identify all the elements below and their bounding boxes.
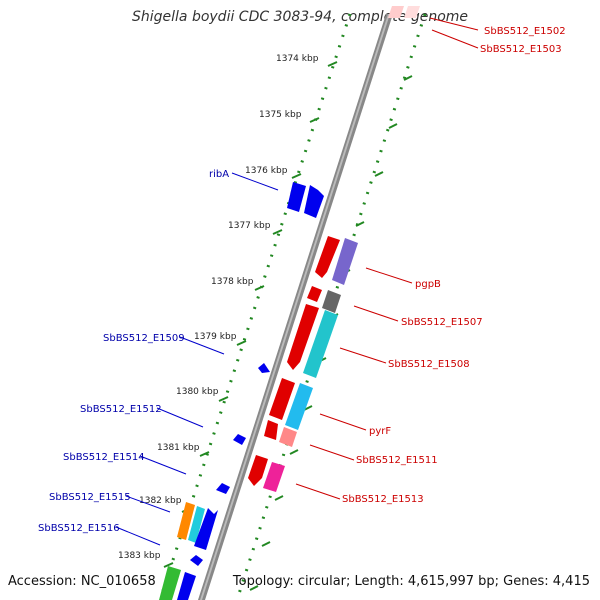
tick-label: 1382 kbp bbox=[139, 496, 182, 506]
tick-label: 1380 kbp bbox=[176, 387, 219, 397]
gene-feature-e1503 bbox=[404, 6, 420, 18]
gene-feature-e1509 bbox=[258, 363, 270, 373]
tick-label: 1378 kbp bbox=[211, 277, 254, 287]
gene-label: SbBS512_E1502 bbox=[484, 26, 566, 37]
topology-label: Topology: circular; Length: 4,615,997 bp… bbox=[232, 574, 590, 589]
outer-tick-track-left bbox=[158, 13, 352, 600]
gene-feature-e1514 bbox=[216, 483, 230, 494]
tick-label: 1377 kbp bbox=[228, 221, 271, 231]
gene-label: SbBS512_E1515 bbox=[49, 492, 131, 503]
gene-feature-e1516 bbox=[194, 508, 218, 550]
gene-feature-e1512 bbox=[233, 434, 246, 445]
gene-feature-green bbox=[159, 566, 181, 600]
gene-feature-e1513 bbox=[263, 462, 285, 492]
accession-label: Accession: NC_010658 bbox=[8, 574, 156, 589]
gene-feature-cyan-2 bbox=[285, 383, 313, 430]
gene-feature-red-3 bbox=[287, 304, 319, 370]
gene-feature-e1511 bbox=[279, 427, 297, 447]
gene-feature-blue-small bbox=[190, 555, 203, 566]
tick-label: 1374 kbp bbox=[276, 54, 319, 64]
tick-label: 1381 kbp bbox=[157, 443, 200, 453]
gene-label: pgpB bbox=[415, 279, 441, 290]
gene-feature-e1515-orange bbox=[177, 502, 195, 540]
tick-label: 1376 kbp bbox=[245, 166, 288, 176]
gene-label: SbBS512_E1507 bbox=[401, 317, 483, 328]
gene-label: SbBS512_E1516 bbox=[38, 523, 120, 534]
gene-label: SbBS512_E1511 bbox=[356, 455, 438, 466]
gene-feature-ribA-2 bbox=[304, 185, 324, 218]
gene-feature-pgpB bbox=[332, 238, 358, 285]
tick-label: 1375 kbp bbox=[259, 110, 302, 120]
gene-feature-e1507 bbox=[322, 290, 341, 313]
gene-label: ribA bbox=[209, 169, 229, 180]
genome-backbone-highlight bbox=[200, 14, 390, 600]
gene-label: SbBS512_E1508 bbox=[388, 359, 470, 370]
gene-feature-e1515-cyan bbox=[188, 506, 205, 543]
gene-feature-pgpB-red bbox=[315, 236, 340, 278]
gene-label: SbBS512_E1513 bbox=[342, 494, 424, 505]
tick-label: 1379 kbp bbox=[194, 332, 237, 342]
tick-label: 1383 kbp bbox=[118, 551, 161, 561]
gene-feature-red-4 bbox=[269, 378, 295, 420]
gene-feature-blue-bottom bbox=[177, 572, 196, 600]
right-leaders bbox=[295, 17, 479, 500]
gene-feature-e1502 bbox=[388, 6, 404, 18]
gene-feature-pyrF bbox=[264, 420, 278, 440]
gene-feature-red-5 bbox=[248, 455, 268, 486]
gene-feature-ribA-1 bbox=[287, 182, 306, 212]
gene-feature-e1508 bbox=[303, 310, 338, 378]
left-leaders bbox=[115, 172, 279, 546]
gene-label: SbBS512_E1503 bbox=[480, 44, 562, 55]
gene-label: SbBS512_E1509 bbox=[103, 333, 185, 344]
gene-label: pyrF bbox=[369, 426, 391, 437]
gene-feature-red-2 bbox=[307, 286, 322, 302]
gene-label: SbBS512_E1514 bbox=[63, 452, 145, 463]
gene-label: SbBS512_E1512 bbox=[80, 404, 162, 415]
